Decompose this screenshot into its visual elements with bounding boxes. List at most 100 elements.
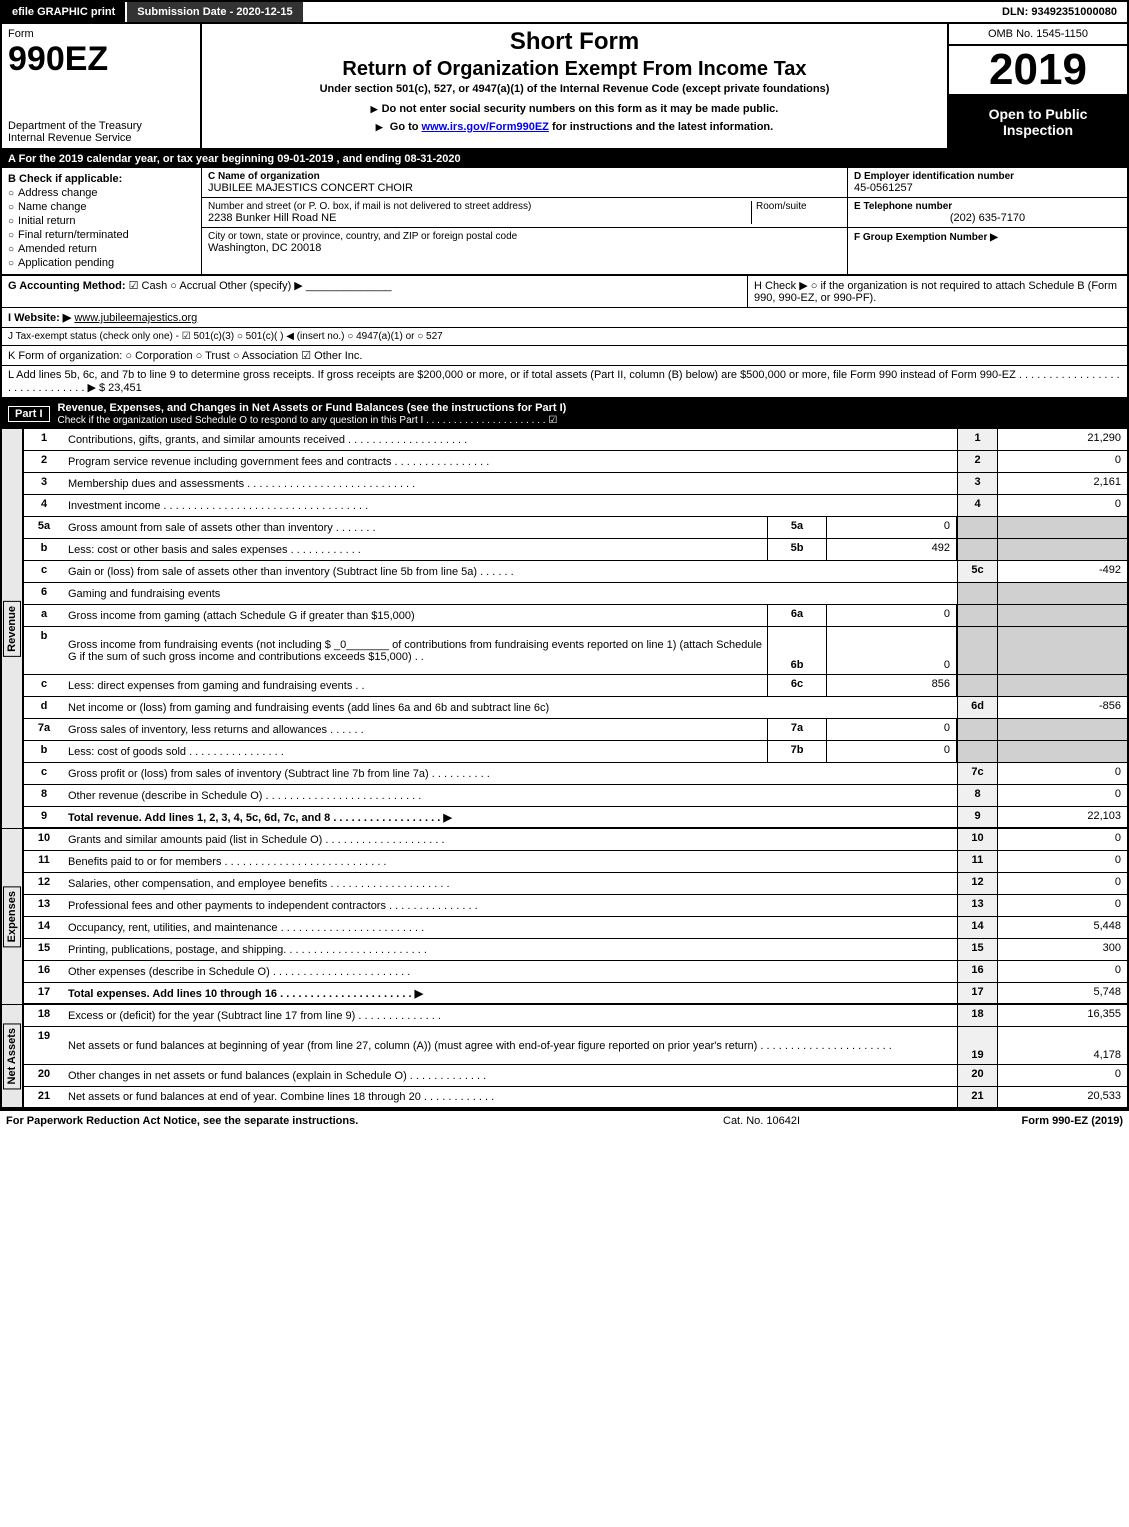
- line-21: 21Net assets or fund balances at end of …: [22, 1087, 1129, 1109]
- line-7a-subval: 0: [827, 719, 957, 740]
- check-b-column: B Check if applicable: Address change Na…: [2, 168, 202, 274]
- row-g-h: G Accounting Method: ☑ Cash ○ Accrual Ot…: [0, 276, 1129, 308]
- org-name: JUBILEE MAJESTICS CONCERT CHOIR: [208, 182, 841, 194]
- line-4-desc: Investment income . . . . . . . . . . . …: [64, 495, 957, 516]
- line-6d-desc: Net income or (loss) from gaming and fun…: [64, 697, 957, 718]
- omb-number: OMB No. 1545-1150: [949, 24, 1127, 46]
- line-7c: cGross profit or (loss) from sales of in…: [22, 763, 1129, 785]
- line-10: 10Grants and similar amounts paid (list …: [22, 829, 1129, 851]
- checkbox-address-change[interactable]: Address change: [8, 187, 195, 199]
- line-7b-gray: [957, 741, 997, 762]
- line-9-num: 9: [24, 807, 64, 827]
- header-center: Short Form Return of Organization Exempt…: [202, 24, 947, 148]
- line-7b-sub: 7b: [767, 741, 827, 762]
- addr-label: Number and street (or P. O. box, if mail…: [208, 201, 751, 212]
- line-6a-desc: Gross income from gaming (attach Schedul…: [64, 605, 767, 626]
- line-3-ln: 3: [957, 473, 997, 494]
- line-4-ln: 4: [957, 495, 997, 516]
- line-10-val: 0: [997, 829, 1127, 850]
- line-9-desc: Total revenue. Add lines 1, 2, 3, 4, 5c,…: [64, 807, 957, 827]
- line-6d: dNet income or (loss) from gaming and fu…: [22, 697, 1129, 719]
- line-21-ln: 21: [957, 1087, 997, 1107]
- line-6c-subval: 856: [827, 675, 957, 696]
- line-6a-sub: 6a: [767, 605, 827, 626]
- irs-link[interactable]: www.irs.gov/Form990EZ: [422, 121, 549, 133]
- checkbox-amended-return[interactable]: Amended return: [8, 243, 195, 255]
- goto-suffix: for instructions and the latest informat…: [552, 121, 773, 133]
- form-word: Form: [8, 28, 194, 40]
- line-8: 8Other revenue (describe in Schedule O) …: [22, 785, 1129, 807]
- line-6b-grayval: [997, 627, 1127, 674]
- g-cash[interactable]: Cash: [142, 280, 168, 292]
- line-5a-sub: 5a: [767, 517, 827, 538]
- phone-box: E Telephone number (202) 635-7170: [848, 198, 1127, 228]
- line-18-ln: 18: [957, 1005, 997, 1026]
- line-17-ln: 17: [957, 983, 997, 1003]
- line-7b-num: b: [24, 741, 64, 762]
- line-5a-desc: Gross amount from sale of assets other t…: [64, 517, 767, 538]
- line-6b-num: b: [24, 627, 64, 674]
- line-13-desc: Professional fees and other payments to …: [64, 895, 957, 916]
- line-12: 12Salaries, other compensation, and empl…: [22, 873, 1129, 895]
- line-19-desc: Net assets or fund balances at beginning…: [64, 1027, 957, 1064]
- ein-value: 45-0561257: [854, 182, 1121, 194]
- line-6b: bGross income from fundraising events (n…: [22, 627, 1129, 675]
- line-6b-sub: 6b: [767, 627, 827, 674]
- city-label: City or town, state or province, country…: [208, 231, 841, 242]
- line-6a: aGross income from gaming (attach Schedu…: [22, 605, 1129, 627]
- tax-year-text: For the 2019 calendar year, or tax year …: [19, 153, 461, 165]
- line-4-num: 4: [24, 495, 64, 516]
- short-form-title: Short Form: [208, 28, 941, 56]
- line-14-val: 5,448: [997, 917, 1127, 938]
- g-other[interactable]: Other (specify) ▶: [219, 280, 303, 292]
- e-label: E Telephone number: [854, 201, 1121, 212]
- checkbox-final-return[interactable]: Final return/terminated: [8, 229, 195, 241]
- cat-number: Cat. No. 10642I: [723, 1115, 923, 1127]
- line-1-desc: Contributions, gifts, grants, and simila…: [64, 429, 957, 450]
- part-1-title: Revenue, Expenses, and Changes in Net As…: [58, 402, 567, 414]
- line-17-val: 5,748: [997, 983, 1127, 1003]
- f-label: F Group Exemption Number ▶: [854, 232, 998, 243]
- line-1-num: 1: [24, 429, 64, 450]
- website-link[interactable]: www.jubileemajestics.org: [74, 312, 197, 324]
- org-address: 2238 Bunker Hill Road NE: [208, 212, 751, 224]
- line-1-ln: 1: [957, 429, 997, 450]
- line-5c-val: -492: [997, 561, 1127, 582]
- line-5c-desc: Gain or (loss) from sale of assets other…: [64, 561, 957, 582]
- line-7c-num: c: [24, 763, 64, 784]
- line-5b-subval: 492: [827, 539, 957, 560]
- line-21-val: 20,533: [997, 1087, 1127, 1107]
- line-9-ln: 9: [957, 807, 997, 827]
- line-10-desc: Grants and similar amounts paid (list in…: [64, 829, 957, 850]
- line-12-val: 0: [997, 873, 1127, 894]
- part-1-subtitle: Check if the organization used Schedule …: [58, 415, 558, 426]
- line-5b-num: b: [24, 539, 64, 560]
- efile-print-button[interactable]: efile GRAPHIC print: [2, 2, 127, 22]
- org-city: Washington, DC 20018: [208, 242, 841, 254]
- checkbox-name-change[interactable]: Name change: [8, 201, 195, 213]
- line-5c-num: c: [24, 561, 64, 582]
- line-13-ln: 13: [957, 895, 997, 916]
- line-6c: cLess: direct expenses from gaming and f…: [22, 675, 1129, 697]
- line-4-val: 0: [997, 495, 1127, 516]
- submission-date: Submission Date - 2020-12-15: [127, 2, 302, 22]
- header-left: Form 990EZ Department of the Treasury In…: [2, 24, 202, 148]
- checkbox-application-pending[interactable]: Application pending: [8, 257, 195, 269]
- checkbox-initial-return[interactable]: Initial return: [8, 215, 195, 227]
- line-14-desc: Occupancy, rent, utilities, and maintena…: [64, 917, 957, 938]
- org-info-block: B Check if applicable: Address change Na…: [0, 168, 1129, 276]
- line-8-num: 8: [24, 785, 64, 806]
- line-5a-grayval: [997, 517, 1127, 538]
- netassets-tab: Net Assets: [3, 1023, 21, 1089]
- goto-prefix: Go to: [390, 121, 422, 133]
- row-k: K Form of organization: ○ Corporation ○ …: [0, 346, 1129, 366]
- line-6b-desc: Gross income from fundraising events (no…: [64, 627, 767, 674]
- line-13: 13Professional fees and other payments t…: [22, 895, 1129, 917]
- g-accrual[interactable]: Accrual: [179, 280, 216, 292]
- line-15-num: 15: [24, 939, 64, 960]
- line-3-num: 3: [24, 473, 64, 494]
- line-5a-num: 5a: [24, 517, 64, 538]
- line-17: 17Total expenses. Add lines 10 through 1…: [22, 983, 1129, 1005]
- line-19-ln: 19: [957, 1027, 997, 1064]
- line-9: 9Total revenue. Add lines 1, 2, 3, 4, 5c…: [22, 807, 1129, 829]
